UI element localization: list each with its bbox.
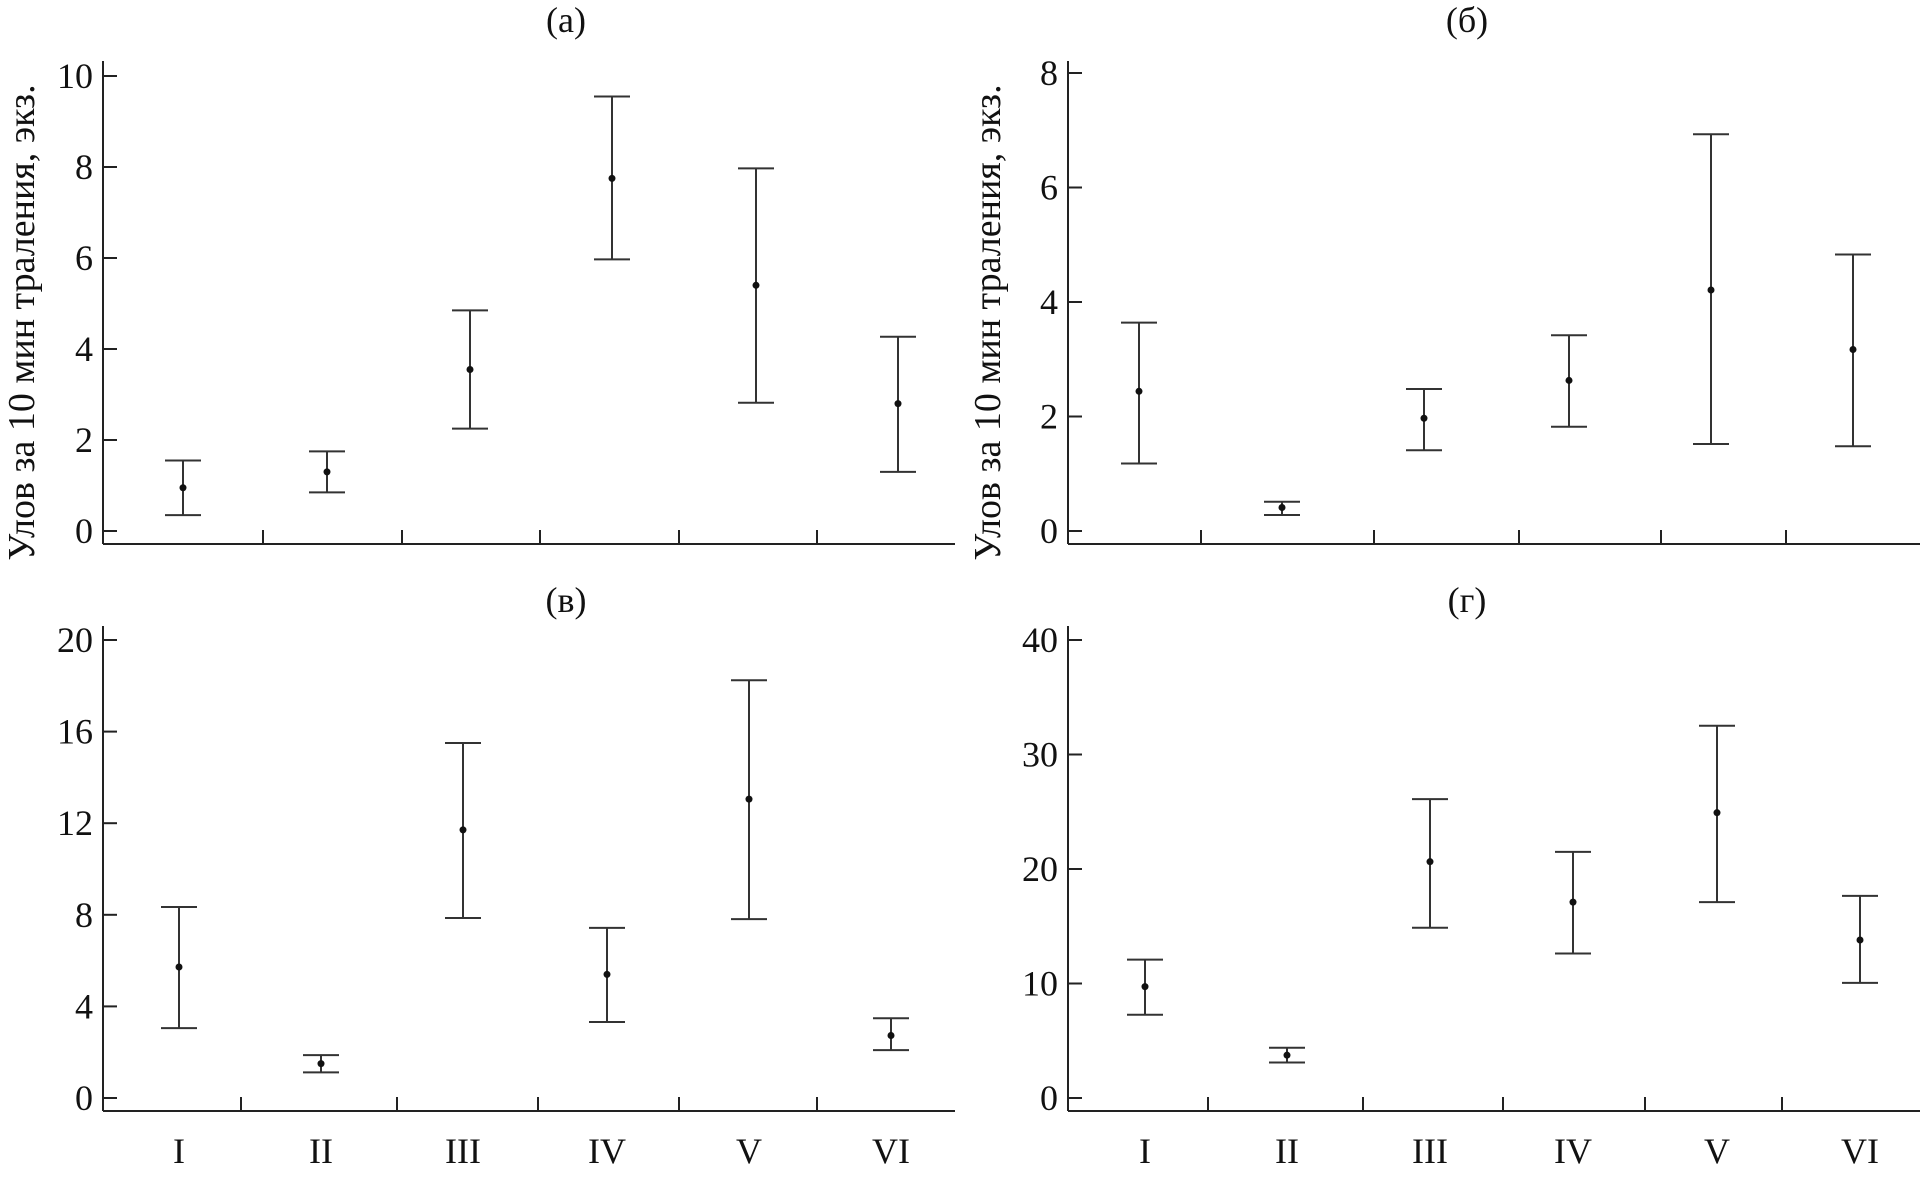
x-tick-label: VI [1841,1131,1879,1171]
mean-point [1707,286,1715,294]
y-tick-label: 4 [1040,282,1058,322]
mean-point [175,963,183,971]
y-tick-label: 4 [75,986,93,1026]
y-tick-label: 0 [75,1078,93,1118]
error-bar-V [1699,724,1735,904]
error-bar-II [303,1054,339,1074]
y-tick-label: 6 [1040,168,1058,208]
error-bar-II [309,450,345,494]
error-bar-V [731,679,767,921]
error-bar-II [1269,1046,1305,1064]
y-tick-label: 40 [1022,620,1058,660]
mean-point [1849,346,1857,354]
panel-title: (в) [546,580,587,620]
mean-point [1426,858,1434,866]
panel-title: (а) [546,0,586,40]
panel-title: (г) [1448,580,1487,620]
mean-point [317,1060,325,1068]
y-tick-label: 0 [1040,511,1058,551]
error-bar-V [1693,133,1729,445]
mean-point [1278,504,1286,512]
mean-point [1569,898,1577,906]
y-tick-label: 6 [75,238,93,278]
y-tick-label: 12 [57,803,93,843]
mean-point [1713,809,1721,817]
x-tick-label: II [1275,1131,1299,1171]
mean-point [887,1031,895,1039]
mean-point [1420,414,1428,422]
x-tick-label: V [736,1131,762,1171]
x-tick-label: IV [1554,1131,1592,1171]
panel-title: (б) [1446,0,1488,40]
y-tick-label: 2 [1040,397,1058,437]
y-tick-label: 20 [1022,849,1058,889]
error-bar-II [1264,500,1300,516]
mean-point [323,468,331,476]
x-tick-label: VI [872,1131,910,1171]
x-tick-label: I [1139,1131,1151,1171]
mean-point [608,174,616,182]
y-tick-label: 0 [1040,1078,1058,1118]
mean-point [1283,1051,1291,1059]
x-tick-label: III [445,1131,481,1171]
error-bar-I [1127,958,1163,1016]
x-tick-label: IV [588,1131,626,1171]
error-bar-III [1406,388,1442,452]
panel-2: (б) 0 2 4 6 8 Улов за 10 мин траления, экз. [967,0,1920,561]
y-axis-label: Улов за 10 мин траления, экз. [1,84,43,560]
x-tick-label: I [173,1131,185,1171]
error-bar-IV [594,95,630,261]
y-tick-label: 16 [57,712,93,752]
error-bar-IV [1555,850,1591,955]
error-bar-V [738,167,774,404]
mean-point [179,484,187,492]
mean-point [894,400,902,408]
error-bar-IV [1551,334,1587,428]
mean-point [745,795,753,803]
mean-point [752,281,760,289]
error-bar-I [161,906,197,1030]
panel-1: (а) 0 2 4 6 8 10 Улов за 10 мин траления, экз. [1,0,955,561]
x-tick-label: II [309,1131,333,1171]
y-tick-label: 10 [1022,964,1058,1004]
y-tick-label: 8 [1040,53,1058,93]
error-bar-VI [1835,253,1871,448]
mean-point [1856,936,1864,944]
error-bar-I [1121,321,1157,465]
error-bar-III [445,742,481,920]
mean-point [466,365,474,373]
y-tick-label: 20 [57,620,93,660]
y-axis-label: Улов за 10 мин траления, экз. [967,84,1009,560]
error-bar-III [452,309,488,430]
y-tick-label: 8 [75,895,93,935]
y-tick-label: 2 [75,420,93,460]
mean-point [459,826,467,834]
error-bar-I [165,459,201,517]
x-tick-label: III [1412,1131,1448,1171]
error-bar-III [1412,798,1448,929]
mean-point [603,970,611,978]
error-bar-VI [1842,894,1878,984]
mean-point [1565,376,1573,384]
error-bar-VI [880,335,916,473]
error-bar-IV [589,926,625,1023]
y-tick-label: 0 [75,511,93,551]
x-tick-label: V [1704,1131,1730,1171]
y-tick-label: 4 [75,329,93,369]
y-tick-label: 10 [57,56,93,96]
mean-point [1141,983,1149,991]
mean-point [1135,387,1143,395]
y-tick-label: 8 [75,147,93,187]
error-bar-VI [873,1017,909,1052]
y-tick-label: 30 [1022,735,1058,775]
